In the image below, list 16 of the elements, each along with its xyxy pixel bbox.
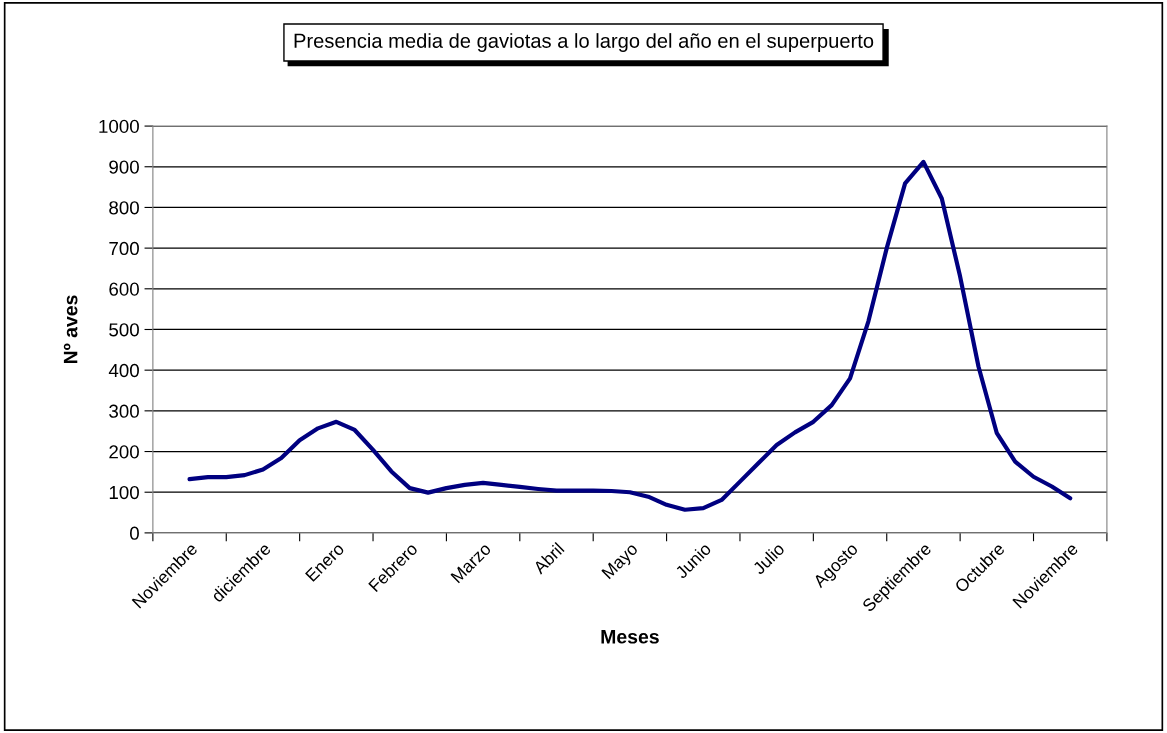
x-tick-label: Julio [751,541,786,576]
chart-title: Presencia media de gaviotas a lo largo del año en el superpuerto [294,33,874,52]
y-tick-label: 700 [109,241,139,256]
y-tick-label: 900 [109,160,139,174]
y-tick-label: 600 [109,282,139,296]
y-tick-label: 400 [108,363,139,378]
y-tick-label: 0 [129,526,139,540]
y-axis-title: Nº aves [63,295,78,364]
y-tick-label: 300 [109,404,139,418]
line-series [187,159,1073,512]
y-tick-label: 500 [109,323,139,337]
x-axis-title: Meses [601,630,659,644]
y-tick-label: 1000 [99,119,139,134]
y-tick-label: 100 [109,485,139,500]
y-tick-label: 200 [109,445,139,459]
y-tick-label: 800 [109,201,139,215]
